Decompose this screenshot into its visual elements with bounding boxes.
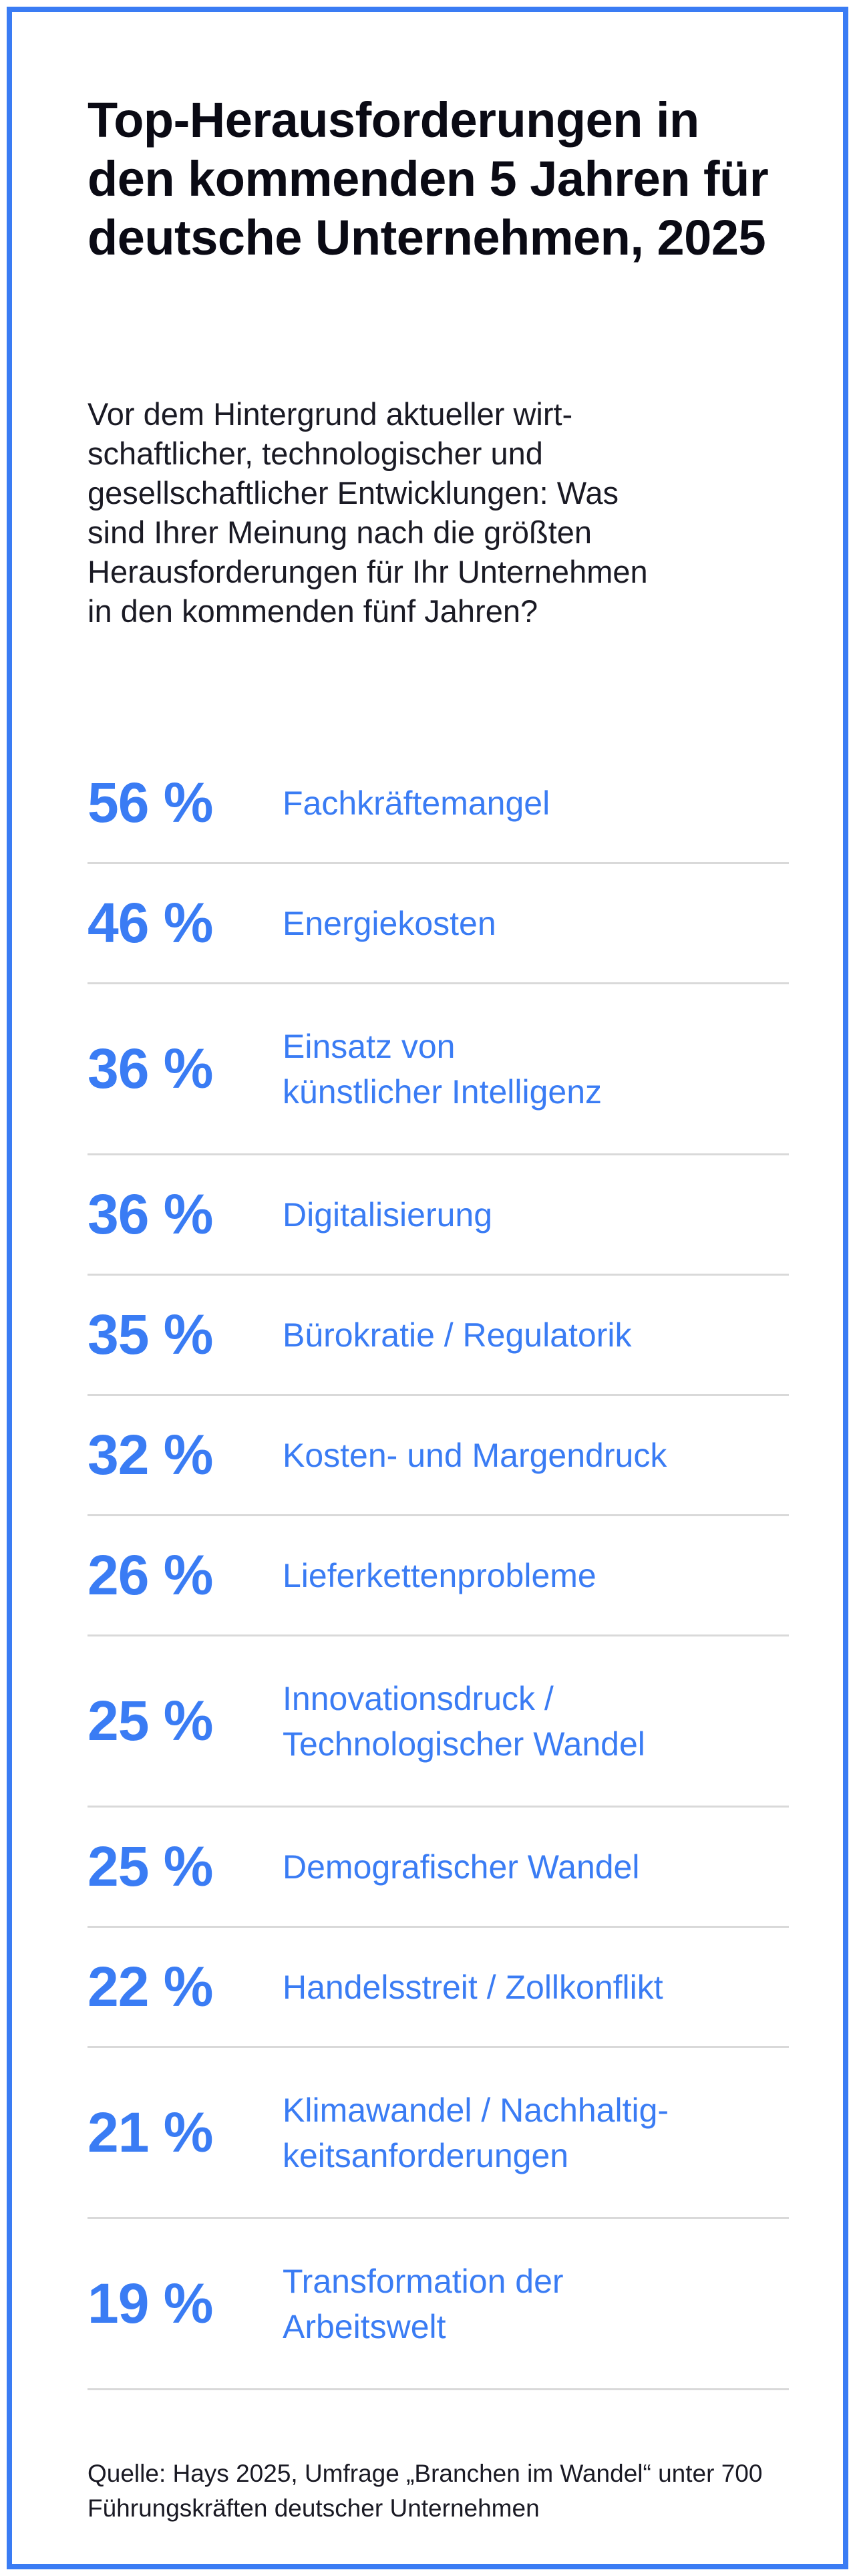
percent-value: 36 % bbox=[88, 1183, 213, 1246]
source-note: Quelle: Hays 2025, Umfrage „Branchen im … bbox=[88, 2460, 763, 2522]
challenge-label: Digitalisierung bbox=[283, 1195, 493, 1234]
challenge-label: Einsatz von künstlicher Intelligenz bbox=[283, 1027, 603, 1111]
ranking-row: 21 % Klimawandel / Nachhaltig- keitsanfor… bbox=[88, 2048, 789, 2219]
percent-value: 22 % bbox=[88, 1955, 213, 2018]
challenge-label: Kosten- und Margendruck bbox=[283, 1436, 667, 1474]
percent-value: 36 % bbox=[88, 1037, 213, 1100]
ranking-row: 35 % Bürokratie / Regulatorik bbox=[88, 1276, 789, 1396]
challenge-label: Transformation der Arbeitswelt bbox=[283, 2262, 564, 2345]
percent-value: 25 % bbox=[88, 1689, 213, 1752]
percent-value: 19 % bbox=[88, 2272, 213, 2335]
challenge-label: Klimawandel / Nachhaltig- keitsanforderu… bbox=[283, 2091, 669, 2174]
percent-value: 32 % bbox=[88, 1423, 213, 1486]
chart-title: Top-Herausforderungen in den kommenden 5… bbox=[88, 92, 769, 265]
ranking-row: 19 % Transformation der Arbeitswelt bbox=[88, 2219, 789, 2390]
percent-value: 35 % bbox=[88, 1303, 213, 1366]
percent-value: 21 % bbox=[88, 2101, 213, 2164]
ranking-row: 22 % Handelsstreit / Zollkonflikt bbox=[88, 1928, 789, 2048]
ranking-row: 26 % Lieferkettenprobleme bbox=[88, 1516, 789, 1636]
challenge-label: Innovationsdruck / Technologischer Wande… bbox=[283, 1679, 645, 1763]
challenge-label: Demografischer Wandel bbox=[283, 1848, 640, 1886]
ranking-table: 56 % Fachkräftemangel 46 % Energiekosten 36 … bbox=[88, 744, 789, 2390]
percent-value: 25 % bbox=[88, 1835, 213, 1898]
ranking-row: 56 % Fachkräftemangel bbox=[88, 744, 789, 864]
percent-value: 46 % bbox=[88, 891, 213, 954]
ranking-row: 36 % Digitalisierung bbox=[88, 1155, 789, 1276]
ranking-row: 25 % Innovationsdruck / Technologischer W… bbox=[88, 1636, 789, 1808]
chart-subtitle: Vor dem Hintergrund aktueller wirt- scha… bbox=[88, 396, 648, 629]
ranking-row: 46 % Energiekosten bbox=[88, 864, 789, 984]
percent-value: 56 % bbox=[88, 771, 213, 834]
percent-value: 26 % bbox=[88, 1544, 213, 1606]
ranking-row: 32 % Kosten- und Margendruck bbox=[88, 1396, 789, 1516]
challenge-label: Lieferkettenprobleme bbox=[283, 1556, 596, 1594]
challenge-label: Bürokratie / Regulatorik bbox=[283, 1316, 632, 1354]
challenge-label: Energiekosten bbox=[283, 904, 496, 942]
ranking-row: 36 % Einsatz von künstlicher Intelligenz bbox=[88, 984, 789, 1155]
card-frame: Top-Herausforderungen in den kommenden 5… bbox=[7, 7, 848, 2569]
ranking-row: 25 % Demografischer Wandel bbox=[88, 1808, 789, 1928]
challenge-label: Fachkräftemangel bbox=[283, 784, 550, 822]
challenge-label: Handelsstreit / Zollkonflikt bbox=[283, 1968, 663, 2006]
